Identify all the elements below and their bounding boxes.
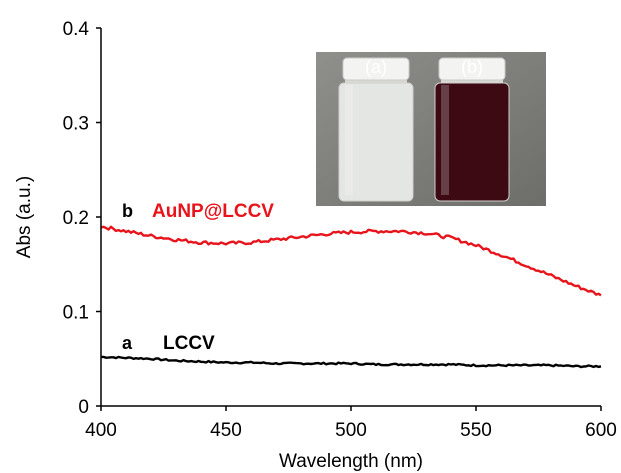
series-line-a bbox=[101, 355, 602, 369]
x-tick-label: 550 bbox=[460, 420, 492, 441]
vial-cap bbox=[342, 57, 410, 81]
y-tick-label: 0.4 bbox=[63, 19, 90, 40]
x-tick-label: 500 bbox=[335, 420, 367, 441]
y-tick-label: 0.1 bbox=[63, 303, 89, 324]
series-letter-a: a bbox=[122, 333, 133, 353]
x-tick-label: 400 bbox=[85, 420, 117, 441]
vial-highlight bbox=[441, 85, 449, 195]
vial-body bbox=[338, 82, 414, 202]
vial-cap bbox=[438, 57, 506, 81]
plot-area bbox=[100, 225, 602, 369]
vial-body bbox=[434, 82, 510, 202]
vial-label: (a) bbox=[365, 57, 387, 77]
vial-label: (b) bbox=[461, 57, 483, 77]
y-tick-label: 0.2 bbox=[63, 208, 89, 229]
x-tick-label: 450 bbox=[210, 420, 242, 441]
x-tick-label: 600 bbox=[585, 420, 617, 441]
inset-photo: (a) (b) bbox=[316, 52, 546, 206]
y-axis-title: Abs (a.u.) bbox=[14, 176, 35, 258]
series-letter-b: b bbox=[122, 201, 133, 221]
x-axis-title: Wavelength (nm) bbox=[279, 451, 423, 472]
series-name-a: LCCV bbox=[163, 333, 215, 354]
series-labels: a LCCV b AuNP@LCCV bbox=[122, 201, 274, 354]
series-name-b: AuNP@LCCV bbox=[152, 201, 274, 222]
y-tick-label: 0 bbox=[78, 397, 89, 418]
y-tick-label: 0.3 bbox=[63, 114, 89, 135]
axes: 400 450 500 550 600 0 0.1 0.2 0.3 0.4 bbox=[63, 19, 617, 441]
series-line-b bbox=[100, 225, 602, 297]
vial-highlight bbox=[345, 85, 353, 195]
